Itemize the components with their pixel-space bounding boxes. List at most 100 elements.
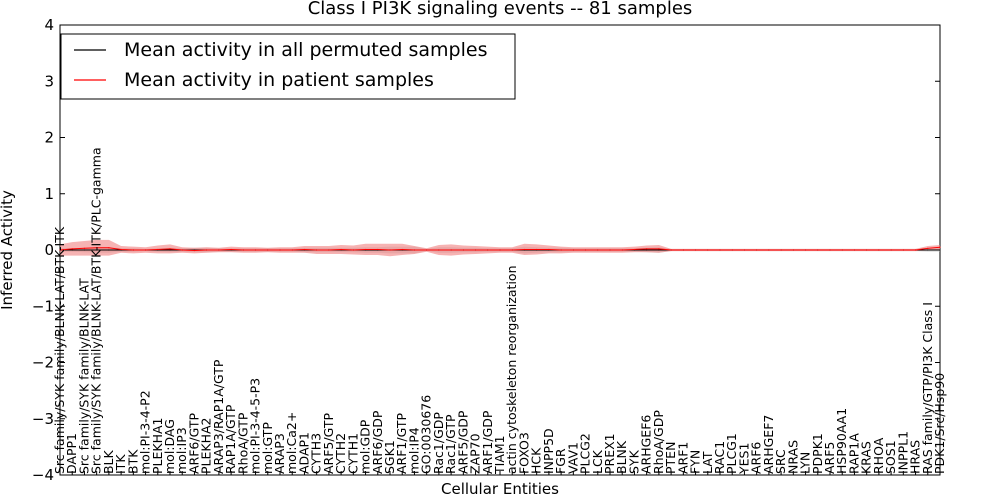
x-tick-label: PDPK1: [810, 433, 825, 474]
series-2-point: [841, 249, 843, 251]
series-2-point: [474, 249, 477, 251]
series-2-point: [389, 249, 391, 251]
x-tick-label: RAP1A: [846, 433, 861, 474]
x-tick-label: ARAP3/RAP1A/GTP: [211, 359, 226, 474]
series-2-point: [83, 247, 86, 249]
series-2-point: [878, 249, 880, 251]
x-tick-label: SOS1: [883, 440, 898, 474]
series-2-point: [536, 248, 538, 251]
series-2-point: [792, 249, 794, 251]
x-tick-label: KRAS: [859, 441, 874, 474]
series-2-point: [682, 249, 684, 251]
series-2-point: [96, 247, 98, 249]
series-2-point: [866, 249, 868, 251]
y-tick-label: −3: [32, 410, 54, 428]
legend-label-1: Mean activity in all permuted samples: [124, 39, 487, 61]
x-tick-label: CYTH2: [333, 433, 348, 474]
series-2-point: [804, 249, 807, 251]
x-tick-label: Src family/SYK family/BLNK-LAT: [76, 278, 91, 474]
x-tick-label: SYK: [626, 449, 641, 474]
series-2-point: [242, 249, 244, 251]
x-tick-label: LCK: [590, 449, 605, 474]
x-tick-label: Rac1/GDP: [431, 412, 446, 474]
x-tick-label: PREX1: [602, 433, 617, 474]
x-tick-label: CYTH1: [345, 433, 360, 474]
series-1-point: [646, 249, 648, 251]
series-2-point: [719, 249, 721, 251]
x-tick-label: mol:PI-3-4-5-P3: [248, 378, 263, 474]
series-2-point: [853, 249, 856, 251]
series-2-point: [401, 248, 403, 251]
x-tick-label: ARF6: [749, 442, 764, 474]
x-tick-label: ARAP3: [272, 433, 287, 474]
series-1-point: [927, 249, 929, 251]
x-tick-label: mol:PI-3-4-P2: [138, 390, 153, 474]
series-2-point: [71, 248, 73, 250]
series-2-point: [646, 248, 648, 250]
series-2-point: [914, 249, 917, 251]
x-tick-label: Src family/SYK family/BLNK-LAT/BTK-ITK/P…: [89, 147, 104, 474]
series-1-point: [658, 249, 660, 251]
x-tick-label: VAV1: [565, 442, 580, 474]
series-2-point: [438, 249, 440, 251]
x-tick-label: RAS family/GTP/PI3K Class I: [920, 302, 935, 474]
series-2-point: [230, 248, 232, 251]
x-tick-label: ARF1/GDP: [480, 410, 495, 474]
series-2-point: [426, 249, 428, 251]
y-tick-label: 1: [44, 185, 54, 203]
series-2-point: [120, 248, 122, 251]
series-2-point: [254, 249, 257, 251]
series-2-point: [108, 247, 110, 249]
series-1-point: [108, 249, 110, 251]
x-tick-label: CYTH3: [309, 433, 324, 474]
series-2-point: [731, 249, 733, 251]
x-tick-label: BTK: [125, 449, 140, 474]
x-axis-label: Cellular Entities: [441, 480, 559, 498]
series-2-point: [743, 249, 746, 251]
series-2-point: [609, 249, 611, 251]
x-tick-label: mol:GDP: [358, 419, 373, 474]
series-2-point: [206, 249, 208, 251]
x-tick-label: LYN: [798, 452, 813, 474]
y-tick-label: 4: [44, 16, 54, 34]
series-2-point: [352, 249, 354, 251]
x-tick-label: ARF5/GTP: [321, 413, 336, 474]
series-2-point: [169, 248, 171, 250]
series-2-point: [218, 249, 220, 251]
series-2-point: [499, 249, 501, 251]
series-2-point: [364, 248, 367, 251]
series-2-point: [340, 248, 342, 251]
x-tick-label: ITK: [113, 454, 128, 474]
x-tick-label: RhoA/GTP: [235, 412, 250, 474]
series-2-point: [413, 249, 416, 251]
chart-title: Class I PI3K signaling events -- 81 samp…: [308, 0, 693, 19]
series-2-point: [658, 248, 660, 250]
y-tick-label: 0: [44, 241, 54, 259]
x-tick-label: FGR: [553, 448, 568, 474]
series-2-point: [267, 249, 269, 251]
x-tick-label: GO:0030676: [419, 395, 434, 474]
x-tick-label: mol:GTP: [260, 422, 275, 474]
series-2-point: [144, 249, 147, 251]
series-2-point: [597, 249, 599, 251]
x-tick-label: RhoA/GDP: [651, 410, 666, 474]
x-tick-label: ADAP1: [296, 432, 311, 474]
y-tick-label: 2: [44, 129, 54, 147]
x-tick-label: mol:IP3: [174, 427, 189, 474]
x-tick-label: ARF5: [822, 442, 837, 474]
x-tick-label: FYN: [688, 450, 703, 474]
x-tick-label: mol:DAG: [162, 419, 177, 474]
x-tick-label: PLEKHA1: [150, 417, 165, 474]
x-tick-label: ARF6/GDP: [370, 410, 385, 474]
series-2-point: [756, 249, 758, 251]
series-2-point: [694, 249, 697, 251]
y-tick-label: 3: [44, 72, 54, 90]
x-tick-label: LAT: [700, 451, 715, 474]
series-2-point: [633, 248, 636, 251]
series-2-band: [60, 239, 940, 257]
legend-box: [60, 33, 516, 100]
series-2-point: [817, 249, 819, 251]
series-2-point: [780, 249, 782, 251]
series-2-point: [902, 249, 904, 251]
x-tick-label: ARF1: [675, 442, 690, 474]
